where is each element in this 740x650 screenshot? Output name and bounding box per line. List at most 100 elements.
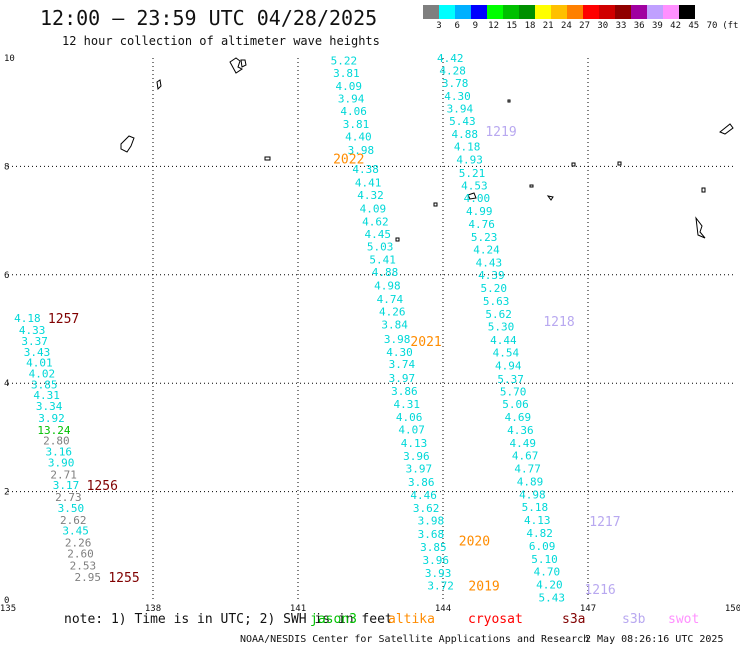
wave-height-value: 5.41 (369, 254, 396, 267)
color-swatch (455, 5, 471, 19)
track-2021: 4.384.414.324.094.624.455.035.414.884.98… (352, 163, 441, 489)
wave-height-value: 4.02 (29, 367, 56, 380)
wave-height-value: 4.30 (386, 346, 413, 359)
track-pass-label: 1216 (584, 583, 615, 598)
color-swatch (583, 5, 599, 19)
map-subtitle: 12 hour collection of altimeter wave hei… (62, 34, 380, 48)
latitude-tick-label: 6 (4, 271, 9, 281)
longitude-tick-label: 138 (145, 604, 161, 612)
color-scale-label: 15 (506, 21, 518, 31)
wave-height-value: 3.81 (333, 67, 360, 80)
latitude-tick-label: 0 (4, 596, 9, 606)
island-outlines (120, 57, 734, 242)
footer-note: note: 1) Time is in UTC; 2) SWH is in fe… (64, 612, 393, 627)
wave-height-value: 2.26 (65, 537, 92, 550)
wave-height-value: 5.43 (539, 591, 566, 604)
wave-height-value: 4.41 (355, 177, 382, 190)
wave-height-value: 3.97 (389, 372, 416, 385)
island-outline (264, 156, 271, 161)
wave-height-value: 3.93 (425, 567, 452, 580)
wave-height-value: 3.96 (403, 450, 430, 463)
island-outline (571, 162, 576, 167)
wave-height-value: 3.86 (408, 476, 435, 489)
island-outline (701, 187, 706, 193)
wave-height-value: 4.18 (14, 312, 41, 325)
wave-height-value: 4.69 (505, 411, 532, 424)
wave-height-color-scale (423, 5, 695, 19)
color-scale-label: 6 (454, 21, 460, 31)
wave-height-value: 6.09 (529, 540, 556, 553)
wave-height-value: 4.26 (379, 306, 406, 319)
track-1218: 5.214.534.004.994.765.234.244.434.395.20… (459, 167, 575, 333)
wave-height-value: 4.01 (26, 357, 53, 370)
track-pass-label: 2021 (410, 335, 441, 350)
wave-height-value: 4.39 (478, 269, 505, 282)
wave-height-value: 4.43 (476, 256, 503, 269)
longitude-tick-label: 150 (725, 604, 740, 612)
color-scale-label: 70 (706, 21, 718, 31)
color-swatch (551, 5, 567, 19)
latitude-tick-label: 8 (4, 162, 9, 172)
island-outline (467, 192, 477, 200)
track-pass-label: 1255 (108, 571, 139, 586)
wave-height-value: 4.82 (526, 527, 553, 540)
color-scale-label: (ft) (722, 21, 740, 31)
wave-height-value: 3.86 (391, 385, 418, 398)
latitude-tick-label: 2 (4, 488, 9, 498)
satellite-legend-swot: swot (668, 612, 700, 627)
wave-height-value: 4.53 (461, 179, 488, 192)
track-pass-label: 2019 (468, 579, 499, 594)
satellite-legend-jason3: jason3 (310, 612, 357, 627)
wave-height-value: 5.06 (502, 398, 529, 411)
wave-height-value: 2.73 (55, 491, 82, 504)
color-swatch (631, 5, 647, 19)
color-scale-label: 12 (488, 21, 500, 31)
wave-height-value: 3.98 (348, 144, 375, 157)
wave-height-value: 3.62 (413, 502, 440, 515)
wave-height-value: 3.78 (442, 77, 469, 90)
wave-height-value: 4.38 (352, 163, 379, 176)
track-pass-label: 2020 (459, 534, 490, 549)
wave-height-value: 3.98 (384, 333, 411, 346)
color-scale-label: 21 (542, 21, 554, 31)
wave-height-value: 3.81 (343, 118, 370, 131)
wave-height-value: 3.68 (418, 528, 445, 541)
color-scale-label: 36 (633, 21, 645, 31)
wave-height-value: 3.85 (31, 378, 58, 391)
island-outline (695, 216, 706, 239)
wave-height-value: 3.37 (21, 335, 48, 348)
wave-height-value: 3.34 (36, 400, 63, 413)
wave-height-value: 4.49 (510, 437, 537, 450)
island-outline (529, 184, 534, 188)
wave-height-value: 4.88 (372, 266, 399, 279)
credit-text: NOAA/NESDIS Center for Satellite Applica… (240, 634, 590, 645)
latitude-tick-label: 10 (4, 54, 15, 64)
satellite-legend-cryosat: cryosat (468, 612, 523, 627)
island-outline (120, 135, 135, 153)
wave-height-value: 3.96 (423, 554, 450, 567)
color-swatch (663, 5, 679, 19)
wave-height-value: 4.31 (33, 389, 60, 402)
wave-height-value: 5.30 (488, 320, 515, 333)
island-outline (395, 237, 400, 242)
wave-height-value: 4.98 (519, 488, 546, 501)
color-swatch (615, 5, 631, 19)
color-swatch (439, 5, 455, 19)
wave-height-value: 3.16 (46, 445, 73, 458)
axis-tick-labels: 135 138 141 144 147 150 0 2 4 6 8 10 (0, 54, 740, 612)
wave-height-value: 5.03 (367, 241, 394, 254)
track-1216: 4.826.095.104.704.205.43 1216 (526, 527, 615, 604)
wave-height-value: 3.45 (62, 525, 89, 538)
color-scale-label: 30 (597, 21, 609, 31)
longitude-tick-label: 141 (290, 604, 306, 612)
wave-height-value: 4.88 (452, 128, 479, 141)
wave-height-value: 4.13 (524, 514, 551, 527)
track-2020: 4.463.623.983.683.853.963.933.72 2020 (410, 489, 490, 593)
wave-height-value: 2.62 (60, 514, 87, 527)
wave-height-value: 4.24 (473, 243, 500, 256)
track-1217: 4.444.544.945.375.705.064.694.364.494.67… (490, 334, 620, 530)
wave-height-value: 4.94 (495, 359, 522, 372)
wave-height-value: 4.89 (517, 475, 544, 488)
wave-height-value: 3.50 (58, 502, 85, 515)
